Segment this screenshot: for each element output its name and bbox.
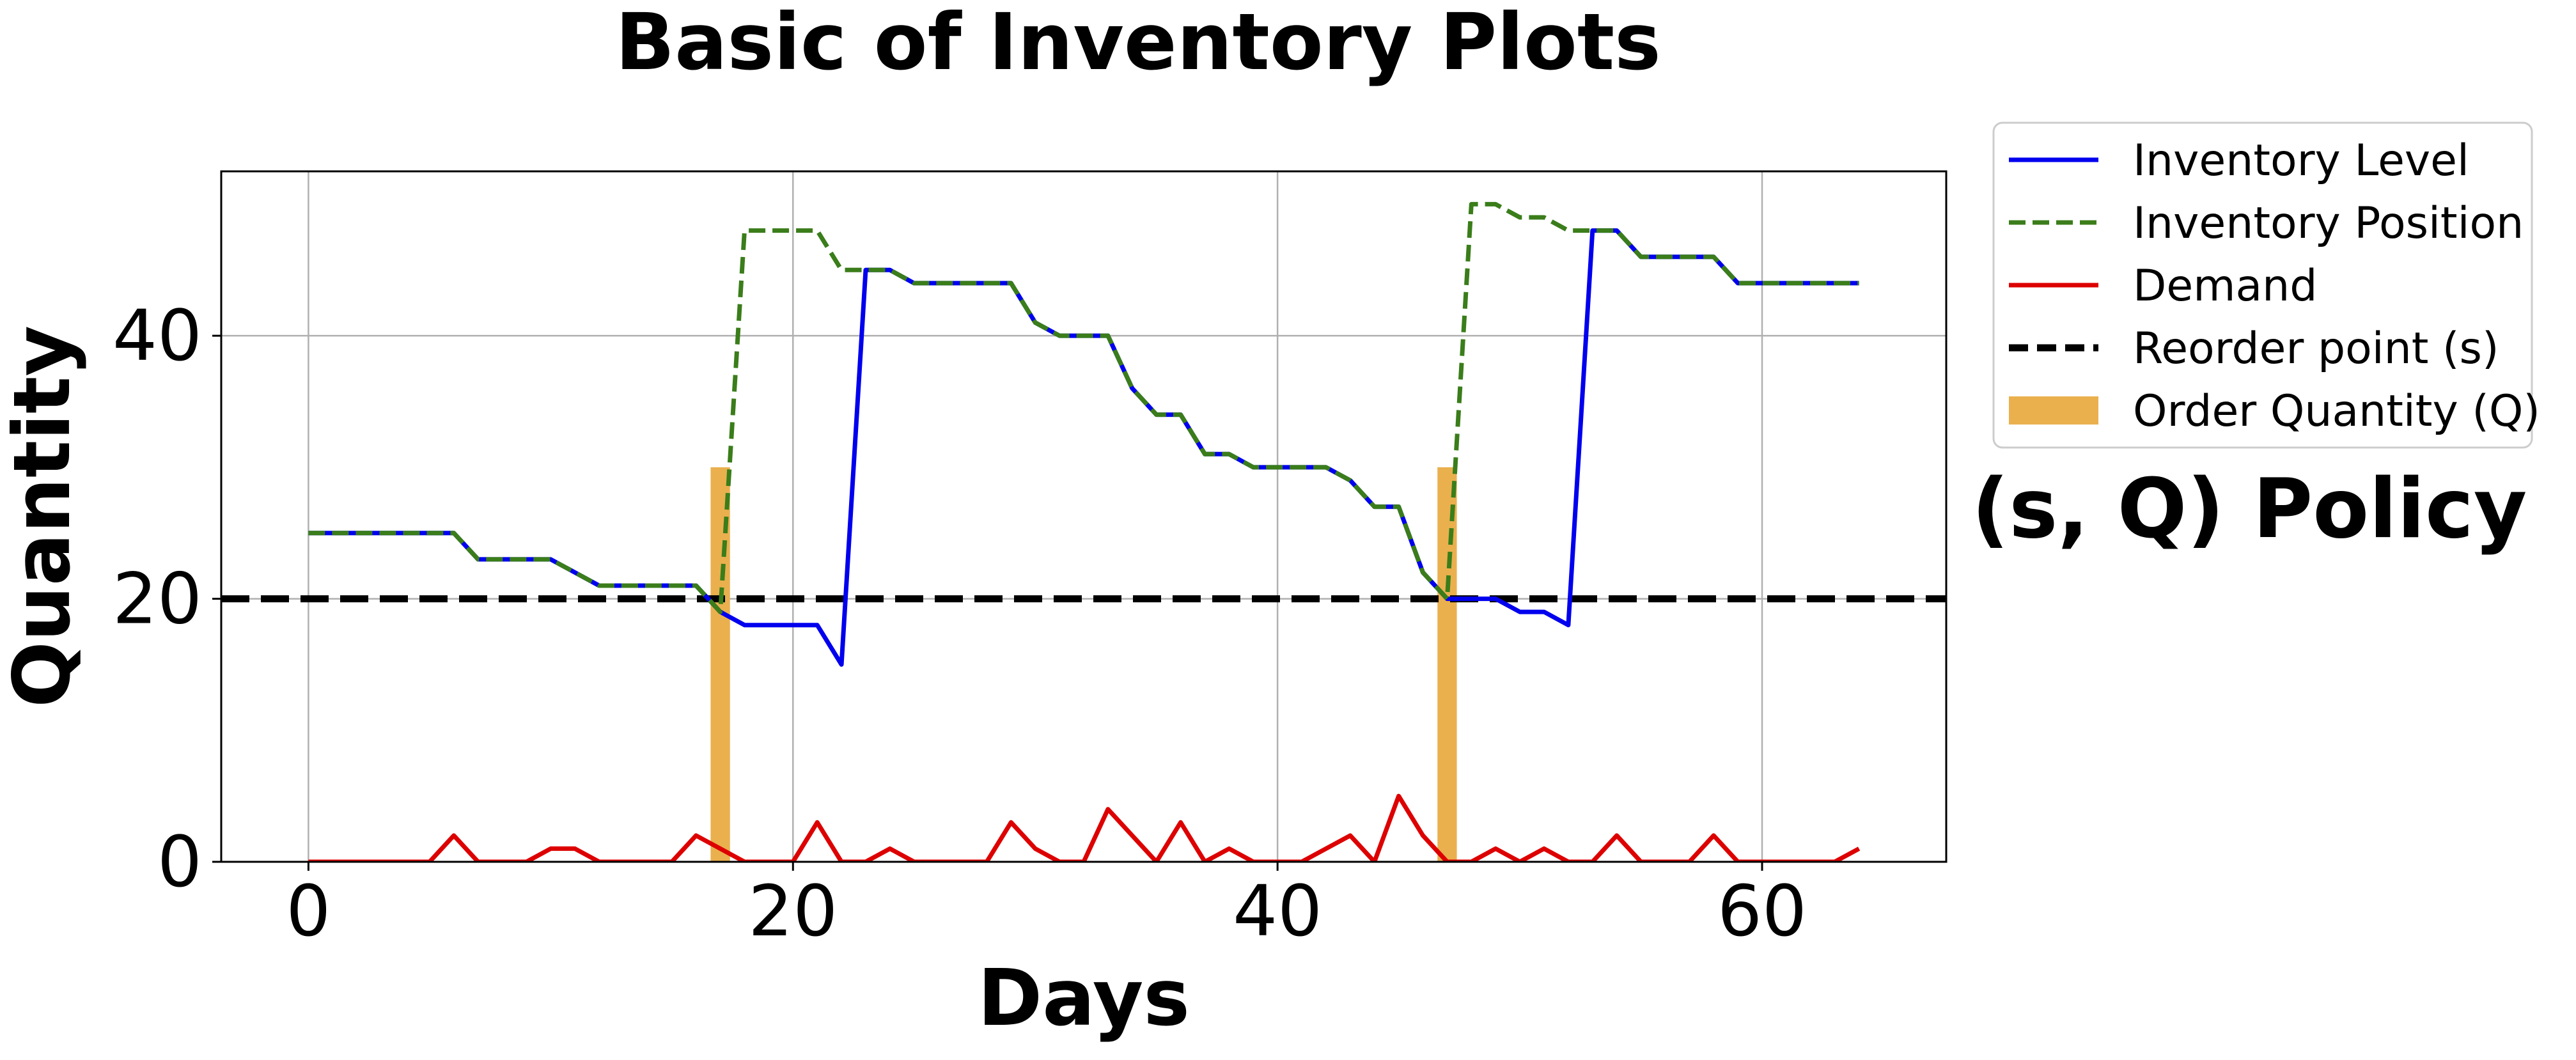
- legend-item-reorder-point: Reorder point (s): [2009, 323, 2499, 374]
- x-tick-label: 0: [286, 870, 331, 952]
- y-tick-label: 40: [113, 295, 202, 377]
- x-tick-label: 60: [1717, 870, 1807, 952]
- y-tick-label: 0: [157, 821, 202, 903]
- legend-swatch: [2009, 396, 2098, 425]
- legend-item-order-quantity: Order Quantity (Q): [2009, 386, 2540, 437]
- legend-label: Order Quantity (Q): [2133, 386, 2540, 437]
- x-axis-label: Days: [978, 953, 1190, 1043]
- legend-item-inventory-position: Inventory Position: [2009, 198, 2524, 249]
- y-axis-label: Quantity: [0, 325, 88, 708]
- x-tick-label: 20: [748, 870, 838, 952]
- x-tick-label: 40: [1233, 870, 1322, 952]
- order-quantity-bar: [1437, 467, 1457, 862]
- y-tick-label: 20: [113, 558, 202, 640]
- legend-box: [1992, 121, 2533, 449]
- chart-title: Basic of Inventory Plots: [615, 0, 1661, 88]
- legend-item-demand: Demand: [2009, 261, 2317, 311]
- policy-label: (s, Q) Policy: [1972, 462, 2527, 557]
- inventory-position-line: [308, 201, 1859, 614]
- order-quantity-bars: [710, 467, 1457, 862]
- legend-label: Reorder point (s): [2133, 323, 2499, 374]
- series-lines: [221, 201, 1946, 862]
- plot-frame: [220, 170, 1948, 863]
- legend-label: Inventory Position: [2133, 198, 2524, 249]
- demand-line: [308, 793, 1861, 862]
- legend-label: Demand: [2133, 261, 2317, 311]
- legend-item-inventory-level: Inventory Level: [2009, 136, 2469, 186]
- axis-ticks: 0 20 40 60 0 20 40: [113, 295, 1807, 952]
- legend: Inventory Level Inventory Position Demand R…: [1992, 121, 2540, 449]
- legend-label: Inventory Level: [2133, 136, 2469, 186]
